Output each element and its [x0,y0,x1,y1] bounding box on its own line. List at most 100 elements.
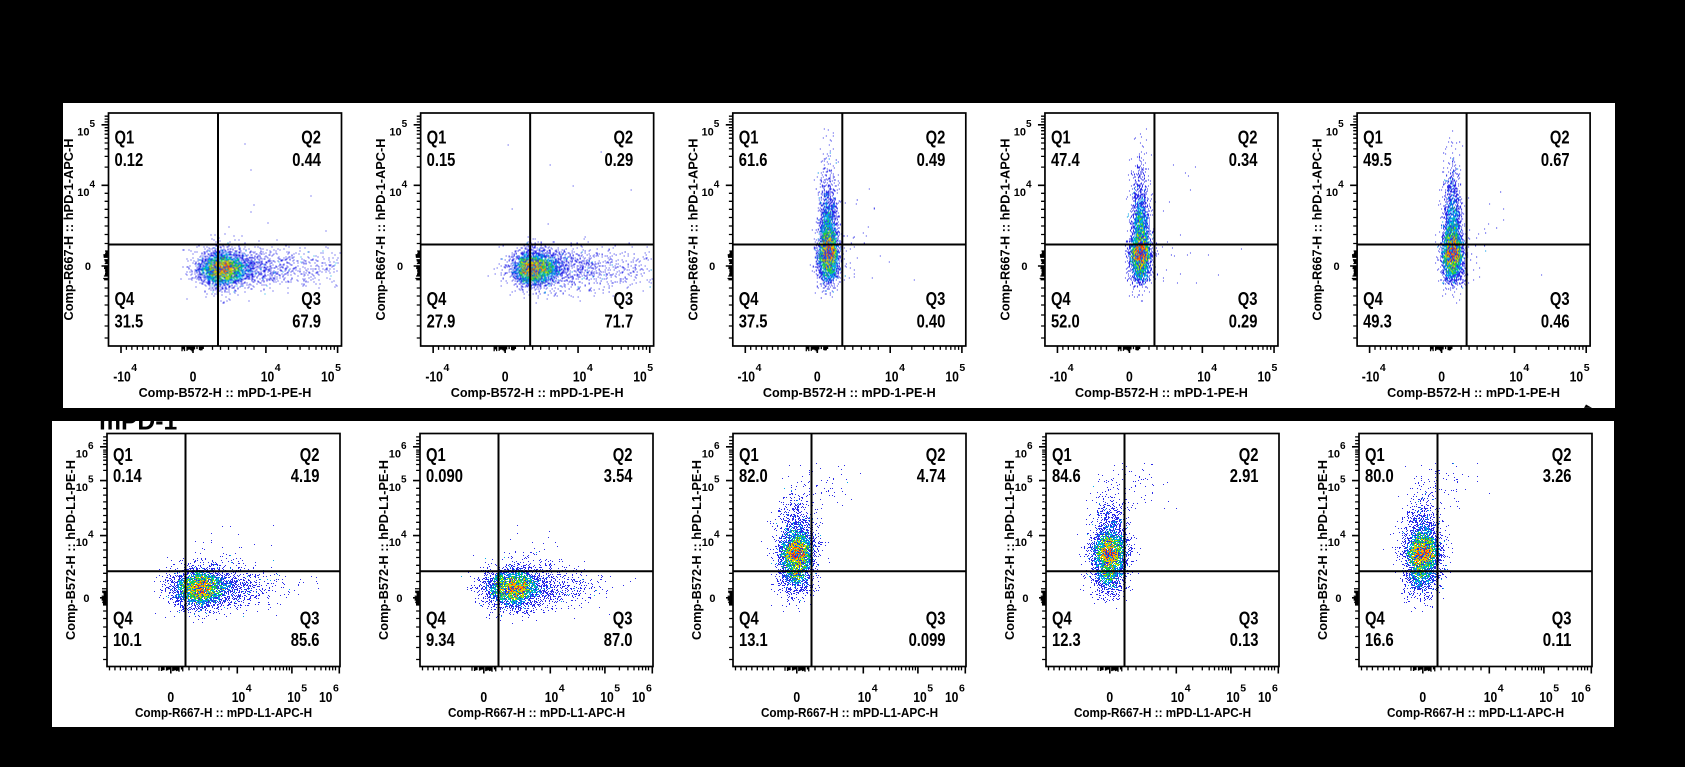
svg-text:84.6: 84.6 [1052,466,1081,486]
svg-text:5: 5 [401,475,407,486]
svg-text:10: 10 [287,690,301,706]
svg-text:0: 0 [1335,593,1341,605]
svg-text:Comp-B572-H :: hPD-L1-PE-H: Comp-B572-H :: hPD-L1-PE-H [1002,460,1017,640]
svg-text:10: 10 [1484,690,1498,706]
svg-text:5: 5 [90,119,96,130]
svg-text:10: 10 [77,126,89,138]
svg-text:10: 10 [913,690,927,706]
svg-text:10: 10 [321,370,335,386]
svg-text:Q1: Q1 [113,445,133,465]
svg-text:Q2: Q2 [926,445,946,465]
svg-text:Q3: Q3 [1550,289,1570,309]
svg-text:4: 4 [90,179,96,190]
svg-text:Q2: Q2 [1550,128,1570,148]
svg-text:6: 6 [333,683,339,695]
svg-text:10: 10 [1571,690,1585,706]
svg-text:10: 10 [1226,690,1240,706]
svg-text:Comp-B572-H :: mPD-1-PE-H: Comp-B572-H :: mPD-1-PE-H [1387,386,1560,400]
svg-text:0: 0 [167,690,174,706]
svg-text:Comp-R667-H :: hPD-1-APC-H: Comp-R667-H :: hPD-1-APC-H [997,139,1012,321]
svg-text:4: 4 [1340,530,1346,541]
svg-text:10: 10 [389,537,401,549]
svg-text:0.29: 0.29 [1229,312,1258,332]
svg-text:10: 10 [702,126,714,138]
svg-text:10: 10 [702,448,714,460]
svg-text:Comp-R667-H :: mPD-L1-APC-H: Comp-R667-H :: mPD-L1-APC-H [1387,706,1564,720]
svg-text:Comp-B572-H :: mPD-1-PE-H: Comp-B572-H :: mPD-1-PE-H [451,386,624,400]
svg-text:0.34: 0.34 [1229,150,1258,170]
svg-text:4: 4 [1380,362,1386,374]
svg-text:Q3: Q3 [926,289,946,309]
svg-text:0.40: 0.40 [917,312,946,332]
svg-text:5: 5 [714,475,720,486]
svg-text:4: 4 [714,530,720,541]
svg-text:10: 10 [600,690,614,706]
svg-text:10: 10 [389,448,401,460]
svg-text:82.0: 82.0 [739,466,768,486]
svg-text:4: 4 [246,683,252,695]
svg-text:Comp-R667-H :: mPD-L1-APC-H: Comp-R667-H :: mPD-L1-APC-H [761,706,938,720]
svg-text:Q1: Q1 [1365,445,1385,465]
svg-text:27.9: 27.9 [427,312,456,332]
svg-text:4: 4 [401,530,407,541]
svg-text:3.54: 3.54 [604,466,633,486]
svg-text:Q1: Q1 [427,128,447,148]
svg-text:31.5: 31.5 [115,312,144,332]
svg-text:5: 5 [647,362,653,374]
svg-text:Q4: Q4 [113,609,133,629]
svg-text:Q2: Q2 [1239,445,1259,465]
svg-text:4: 4 [88,530,94,541]
svg-text:10: 10 [77,187,89,199]
svg-text:0.13: 0.13 [1230,630,1259,650]
svg-text:Q2: Q2 [613,445,633,465]
svg-text:6: 6 [646,683,652,695]
svg-text:4.74: 4.74 [917,466,946,486]
svg-text:0: 0 [1419,690,1426,706]
svg-text:0: 0 [83,593,89,605]
svg-text:49.5: 49.5 [1363,150,1392,170]
svg-text:4: 4 [402,179,408,190]
svg-text:4: 4 [443,362,449,374]
svg-text:2.91: 2.91 [1230,466,1259,486]
svg-text:0.15: 0.15 [427,150,456,170]
svg-text:4: 4 [899,362,905,374]
svg-text:80.0: 80.0 [1365,466,1394,486]
svg-text:0: 0 [396,593,402,605]
svg-text:10: 10 [389,187,401,199]
svg-text:Q3: Q3 [1238,289,1258,309]
svg-text:Q1: Q1 [115,128,135,148]
svg-text:Q2: Q2 [1552,445,1572,465]
svg-text:4: 4 [1523,362,1529,374]
svg-text:10.1: 10.1 [113,630,142,650]
svg-text:4: 4 [1185,683,1191,695]
svg-text:Q4: Q4 [1051,289,1071,309]
svg-text:85.6: 85.6 [291,630,320,650]
svg-text:Q1: Q1 [1363,128,1383,148]
svg-text:5: 5 [1584,362,1590,374]
svg-text:4: 4 [1068,362,1074,374]
svg-text:10: 10 [945,690,959,706]
svg-text:5: 5 [1338,119,1344,130]
svg-text:Comp-B572-H :: mPD-1-PE-H: Comp-B572-H :: mPD-1-PE-H [763,386,936,400]
svg-text:5: 5 [335,362,341,374]
svg-text:0: 0 [480,690,487,706]
svg-text:Q4: Q4 [426,609,446,629]
svg-text:Comp-R667-H :: mPD-L1-APC-H: Comp-R667-H :: mPD-L1-APC-H [448,706,625,720]
svg-text:0.46: 0.46 [1541,312,1570,332]
svg-text:Q2: Q2 [1238,128,1258,148]
svg-text:10: 10 [1197,370,1211,386]
svg-text:Q1: Q1 [739,128,759,148]
svg-text:Q4: Q4 [739,609,759,629]
svg-text:Q2: Q2 [300,445,320,465]
svg-text:-10: -10 [425,370,443,386]
svg-text:61.6: 61.6 [739,150,768,170]
svg-text:Q3: Q3 [1239,609,1259,629]
svg-text:10: 10 [945,370,959,386]
svg-text:0.67: 0.67 [1541,150,1570,170]
svg-text:0.090: 0.090 [426,466,463,486]
svg-text:Comp-R667-H :: hPD-1-APC-H: Comp-R667-H :: hPD-1-APC-H [373,139,388,321]
svg-text:67.9: 67.9 [292,312,321,332]
svg-text:5: 5 [88,475,94,486]
svg-text:6: 6 [1272,683,1278,695]
svg-text:0: 0 [502,370,509,386]
